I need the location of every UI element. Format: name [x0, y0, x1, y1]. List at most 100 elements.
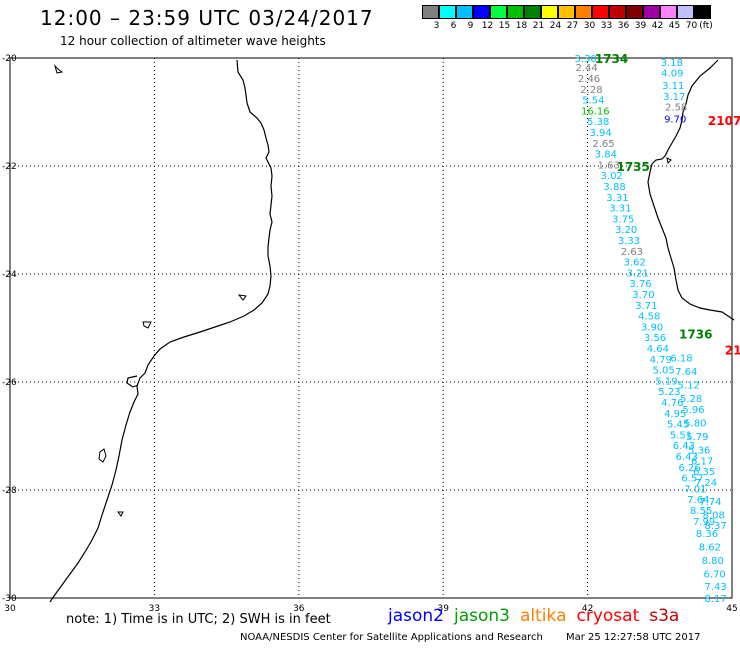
wave-height-value: 6.17 [691, 456, 713, 467]
wave-height-value: 5.23 [658, 387, 680, 398]
wave-height-value: 6.18 [670, 354, 692, 365]
wave-height-value: 7.99 [693, 517, 715, 528]
wave-height-value: 9.70 [664, 114, 686, 125]
wave-height-value: 8.62 [699, 543, 721, 554]
map-frame [9, 57, 733, 599]
delagoa-bay [126, 375, 139, 388]
wave-height-value: 5.36 [688, 446, 710, 457]
wave-height-value: 2.44 [576, 63, 598, 74]
scale-unit: (ft) [699, 21, 713, 31]
wave-height-value: 2.58 [665, 103, 687, 114]
wave-height-value: 2.65 [592, 139, 614, 150]
wave-height-value: 4.09 [661, 69, 683, 80]
wave-height-value: 3.21 [627, 268, 649, 279]
scale-swatch [609, 5, 626, 19]
wave-height-value: 3.30 [575, 54, 597, 65]
wave-height-value: 8.55 [690, 506, 712, 517]
scale-swatch [473, 5, 490, 19]
wave-height-value: 6.35 [693, 467, 715, 478]
wave-height-value: 2.28 [580, 85, 602, 96]
scale-swatch [643, 5, 660, 19]
wave-height-value: 4.95 [664, 409, 686, 420]
scale-label: 9 [467, 21, 474, 31]
wave-height-value: 5.54 [582, 96, 604, 107]
map-title: 12:00 – 23:59 UTC 03/24/2017 [40, 6, 374, 30]
scale-label: 24 [549, 21, 562, 31]
scale-label: 6 [450, 21, 457, 31]
wave-height-value: 5.38 [587, 117, 609, 128]
scale-label: 42 [651, 21, 664, 31]
scale-label: 45 [668, 21, 681, 31]
wave-height-value: 3.11 [662, 81, 684, 92]
scale-swatch [456, 5, 473, 19]
wave-height-value: 5.19 [655, 376, 677, 387]
pass-time-label: 21 [725, 344, 740, 358]
wave-height-value: 3.02 [601, 171, 623, 182]
lat-tick-label: -26 [2, 378, 17, 388]
wave-height-value: 6.43 [676, 452, 698, 463]
scale-label: 27 [566, 21, 579, 31]
wave-height-value: 4.64 [647, 344, 669, 355]
scale-label: 39 [634, 21, 647, 31]
wave-height-value: 3.71 [635, 301, 657, 312]
wave-height-value: 3.84 [595, 150, 617, 161]
legend-altika: altika [520, 606, 567, 626]
mauritania-island [53, 64, 64, 74]
coastline-africa [49, 59, 273, 603]
scale-swatch [490, 5, 507, 19]
wave-height-value: 2.46 [578, 74, 600, 85]
wave-height-value: 2.63 [621, 247, 643, 258]
island-e [666, 157, 672, 165]
scale-label: 30 [583, 21, 596, 31]
wave-height-value: 3.70 [632, 290, 654, 301]
wave-height-value: 7.43 [705, 582, 727, 593]
satellite-legend: jason2 jason3 altika cryosat s3a [388, 606, 689, 626]
scale-swatch [694, 5, 711, 19]
wave-height-value: 5.79 [686, 432, 708, 443]
wave-height-value: 3.62 [624, 258, 646, 269]
lat-tick-label: -30 [2, 594, 17, 604]
map-subtitle: 12 hour collection of altimeter wave hei… [60, 34, 326, 48]
wave-height-value: 7.64 [687, 495, 709, 506]
lat-tick-label: -22 [2, 162, 17, 172]
lon-tick-label: 30 [4, 604, 16, 614]
scale-label: 15 [498, 21, 511, 31]
pass-time-label: 1735 [616, 160, 649, 174]
wave-height-value: 3.75 [612, 214, 634, 225]
wave-height-value: 7.24 [695, 478, 717, 489]
wave-height-value: 6.43 [673, 441, 695, 452]
scale-swatch [677, 5, 694, 19]
wave-height-value: 3.76 [629, 279, 651, 290]
wave-height-value: 7.74 [699, 497, 721, 508]
lon-tick-label: 42 [582, 604, 593, 614]
wave-height-value: 5.05 [653, 366, 675, 377]
lat-lon-grid: 30 33 36 39 42 45 -20 -22 -24 -26 -28 -30 [2, 54, 738, 614]
pass-labels: 1734 2107 1735 1736 21 [595, 52, 740, 358]
scale-swatch [422, 5, 439, 19]
wave-height-value: 4.58 [638, 312, 660, 323]
wave-height-value: 1.63 [598, 160, 620, 171]
wave-height-value: 3.33 [618, 236, 640, 247]
scale-swatch [439, 5, 456, 19]
scale-label: 3 [433, 21, 440, 31]
credit-line: NOAA/NESDIS Center for Satellite Applica… [240, 632, 543, 643]
wave-height-value: 16.16 [581, 106, 610, 117]
wave-height-value: 5.96 [682, 405, 704, 416]
wave-height-value: 3.56 [644, 333, 666, 344]
scale-swatch [524, 5, 541, 19]
pass-time-label: 1736 [679, 327, 712, 341]
scale-label: 12 [481, 21, 494, 31]
wave-height-value: 3.31 [606, 193, 628, 204]
lat-tick-label: -24 [2, 270, 17, 280]
lon-tick-label: 36 [293, 604, 305, 614]
coastline-madagascar [647, 59, 735, 321]
island-d [117, 511, 124, 517]
scale-swatch [626, 5, 643, 19]
legend-cryosat: cryosat [576, 606, 640, 626]
wave-height-value: 5.28 [680, 394, 702, 405]
wave-height-value: 3.90 [641, 322, 663, 333]
wave-height-value: 6.26 [679, 463, 701, 474]
scale-swatch [575, 5, 592, 19]
scale-label: 36 [617, 21, 630, 31]
footer-note: note: 1) Time is in UTC; 2) SWH is in fe… [66, 612, 331, 627]
